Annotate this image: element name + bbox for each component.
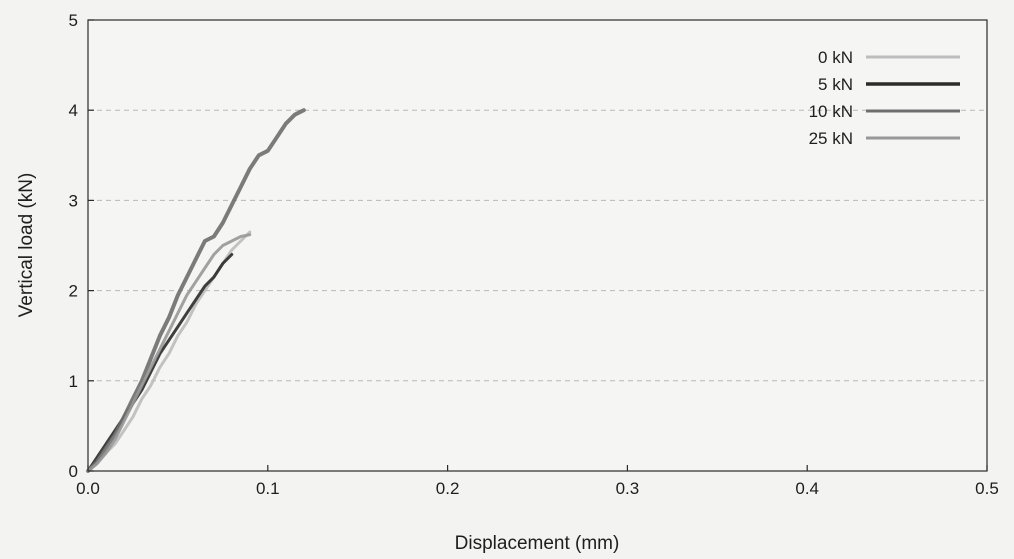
x-tick-label: 0.1: [256, 479, 280, 498]
legend-label: 25 kN: [809, 129, 853, 148]
series-line-25-kn: [86, 233, 252, 473]
series-group: [86, 108, 306, 473]
y-tick-label: 0: [69, 462, 78, 481]
x-tick-label: 0.3: [616, 479, 640, 498]
series-line-10-kn: [86, 108, 306, 473]
plot-frame: [87, 19, 988, 472]
y-tick-label: 4: [69, 101, 78, 120]
legend-label: 10 kN: [809, 102, 853, 121]
legend: 0 kN 5 kN 10 kN 25 kN: [809, 48, 960, 148]
x-tick-label: 0.4: [795, 479, 819, 498]
x-tick-label: 0.2: [436, 479, 460, 498]
y-tick-label: 1: [69, 372, 78, 391]
x-tick-label: 0.0: [76, 479, 100, 498]
ticks: 0.0 0.1 0.2 0.3 0.4 0.5 0 1 2 3 4 5: [69, 11, 999, 498]
y-tick-label: 3: [69, 191, 78, 210]
legend-label: 0 kN: [818, 48, 853, 67]
series-line-5-kn: [86, 253, 234, 473]
y-tick-label: 2: [69, 282, 78, 301]
y-axis-title: Vertical load (kN): [16, 173, 37, 318]
legend-label: 5 kN: [818, 75, 853, 94]
y-tick-label: 5: [69, 11, 78, 30]
x-axis-title: Displacement (mm): [455, 533, 620, 554]
gridlines: [88, 109, 987, 382]
x-tick-label: 0.5: [975, 479, 999, 498]
